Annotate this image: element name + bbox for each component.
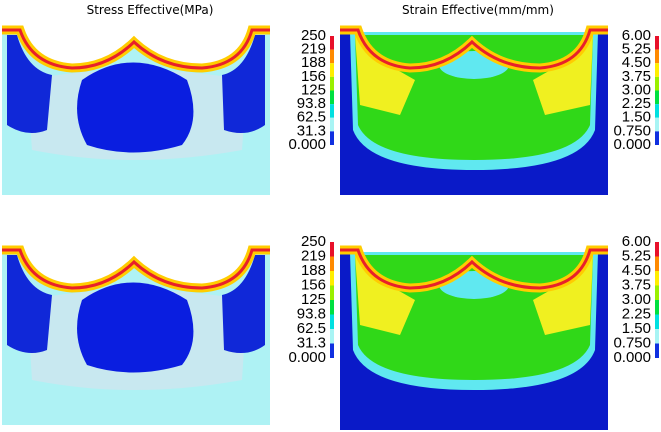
colorbar-segment bbox=[655, 242, 659, 257]
colorbar-segment bbox=[655, 91, 659, 105]
panel-title: Stress Effective(MPa) bbox=[87, 3, 214, 17]
colorbar-label: 0.000 bbox=[613, 136, 651, 153]
colorbar-segment bbox=[655, 63, 659, 77]
colorbar-segment bbox=[655, 300, 659, 315]
blue-region bbox=[77, 63, 193, 153]
colorbar-segment bbox=[330, 315, 334, 330]
colorbar-segment bbox=[330, 50, 334, 64]
panel-title: Strain Effective(mm/mm) bbox=[402, 3, 554, 17]
colorbar-segment bbox=[330, 286, 334, 301]
colorbar-segment bbox=[330, 271, 334, 286]
colorbar-segment bbox=[330, 300, 334, 315]
colorbar-segment bbox=[330, 63, 334, 77]
colorbar-segment bbox=[655, 50, 659, 64]
stress-contour bbox=[2, 250, 270, 425]
colorbar-segment bbox=[330, 344, 334, 359]
strain-contour bbox=[340, 30, 608, 195]
colorbar-segment bbox=[330, 77, 334, 91]
colorbar-segment bbox=[330, 329, 334, 344]
colorbar-segment bbox=[655, 329, 659, 344]
colorbar-segment bbox=[330, 91, 334, 105]
colorbar-label: 0.000 bbox=[613, 349, 651, 366]
colorbar-segment bbox=[330, 242, 334, 257]
colorbar-segment bbox=[330, 118, 334, 132]
colorbar-segment bbox=[655, 77, 659, 91]
colorbar-label: 0.000 bbox=[288, 136, 326, 153]
colorbar-segment bbox=[655, 271, 659, 286]
colorbar-segment bbox=[330, 257, 334, 272]
strain-contour bbox=[340, 250, 608, 430]
stress-contour bbox=[2, 30, 270, 195]
figure: Stress Effective(MPa) Strain Effective(m… bbox=[0, 0, 661, 432]
colorbar-segment bbox=[655, 118, 659, 132]
colorbar-segment bbox=[655, 131, 659, 145]
blue-region bbox=[77, 283, 193, 373]
colorbar-segment bbox=[655, 315, 659, 330]
colorbar-segment bbox=[655, 344, 659, 359]
colorbar-segment bbox=[330, 36, 334, 50]
colorbar-segment bbox=[655, 286, 659, 301]
colorbar-segment bbox=[330, 131, 334, 145]
colorbar-segment bbox=[330, 104, 334, 118]
colorbar-label: 0.000 bbox=[288, 349, 326, 366]
colorbar-segment bbox=[655, 104, 659, 118]
colorbar-segment bbox=[655, 257, 659, 272]
colorbar-segment bbox=[655, 36, 659, 50]
